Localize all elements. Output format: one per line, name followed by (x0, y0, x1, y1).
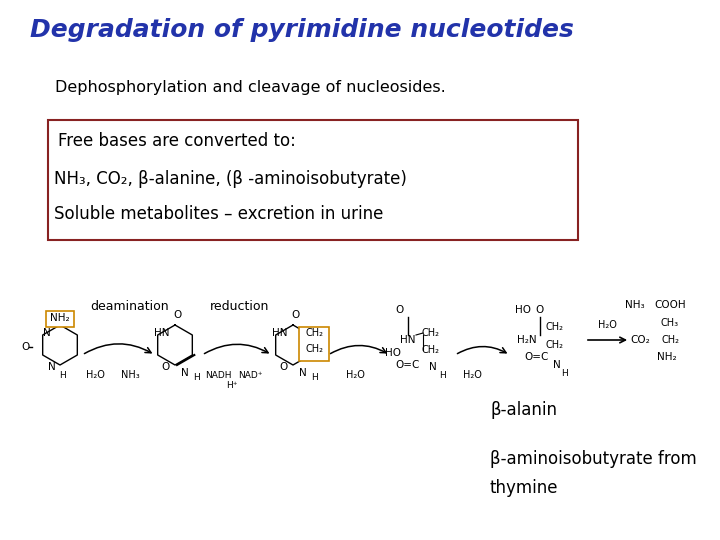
Text: N: N (48, 362, 56, 372)
Text: CH₂: CH₂ (305, 344, 323, 354)
Text: H: H (312, 374, 318, 382)
Text: CH₂: CH₂ (546, 340, 564, 350)
Text: NH₂: NH₂ (50, 313, 70, 323)
Text: O: O (161, 362, 169, 372)
Text: NAD⁺: NAD⁺ (238, 370, 262, 380)
Text: HO: HO (515, 305, 531, 315)
Text: CH₂: CH₂ (546, 322, 564, 332)
Text: CH₂: CH₂ (661, 335, 679, 345)
Text: H₂O: H₂O (346, 370, 364, 380)
Text: O: O (21, 342, 29, 352)
Text: deamination: deamination (90, 300, 168, 314)
Text: H: H (440, 370, 446, 380)
Text: O=C: O=C (525, 352, 549, 362)
Text: H₂O: H₂O (462, 370, 482, 380)
Bar (48, 120, 578, 240)
Text: NH₂: NH₂ (657, 352, 677, 362)
Bar (46, 311, 74, 327)
Text: NADH: NADH (204, 370, 231, 380)
Text: H: H (562, 368, 568, 377)
Text: Free bases are converted to:: Free bases are converted to: (58, 132, 296, 150)
Text: HO: HO (385, 348, 401, 358)
Text: O: O (536, 305, 544, 315)
Text: COOH: COOH (654, 300, 686, 310)
Text: reduction: reduction (210, 300, 269, 314)
Text: H₂N: H₂N (517, 335, 537, 345)
Text: O: O (279, 362, 287, 372)
Text: CH₂: CH₂ (305, 328, 323, 338)
Text: HN: HN (272, 328, 288, 338)
Text: NH₃, CO₂, β-alanine, (β -aminoisobutyrate): NH₃, CO₂, β-alanine, (β -aminoisobutyrat… (54, 170, 407, 188)
Text: N: N (299, 368, 307, 378)
Text: β-aminoisobutyrate from
thymine: β-aminoisobutyrate from thymine (490, 450, 697, 497)
Text: O: O (396, 305, 404, 315)
Text: CH₂: CH₂ (421, 345, 439, 355)
Text: HN: HN (154, 328, 170, 338)
Text: NH₃: NH₃ (625, 300, 645, 310)
Text: N: N (553, 360, 561, 370)
Text: N: N (429, 362, 437, 372)
Text: O: O (173, 310, 181, 320)
Text: CH₂: CH₂ (421, 328, 439, 338)
Bar (299, 327, 329, 361)
Text: NH₃: NH₃ (121, 370, 140, 380)
Text: H: H (58, 370, 66, 380)
Text: Dephosphorylation and cleavage of nucleosides.: Dephosphorylation and cleavage of nucleo… (55, 80, 446, 95)
Text: Soluble metabolites – excretion in urine: Soluble metabolites – excretion in urine (54, 205, 383, 223)
Text: H₂O: H₂O (86, 370, 104, 380)
Text: H₂O: H₂O (598, 320, 616, 330)
Text: Degradation of pyrimidine nucleotides: Degradation of pyrimidine nucleotides (30, 18, 574, 42)
Text: N: N (43, 328, 51, 338)
Text: H: H (194, 374, 200, 382)
Text: N: N (181, 368, 189, 378)
Text: HN: HN (400, 335, 415, 345)
Text: O: O (291, 310, 299, 320)
Text: H⁺: H⁺ (226, 381, 238, 389)
Text: β-alanin: β-alanin (490, 401, 557, 419)
Text: O=C: O=C (396, 360, 420, 370)
Text: CO₂: CO₂ (630, 335, 650, 345)
Text: CH₃: CH₃ (661, 318, 679, 328)
